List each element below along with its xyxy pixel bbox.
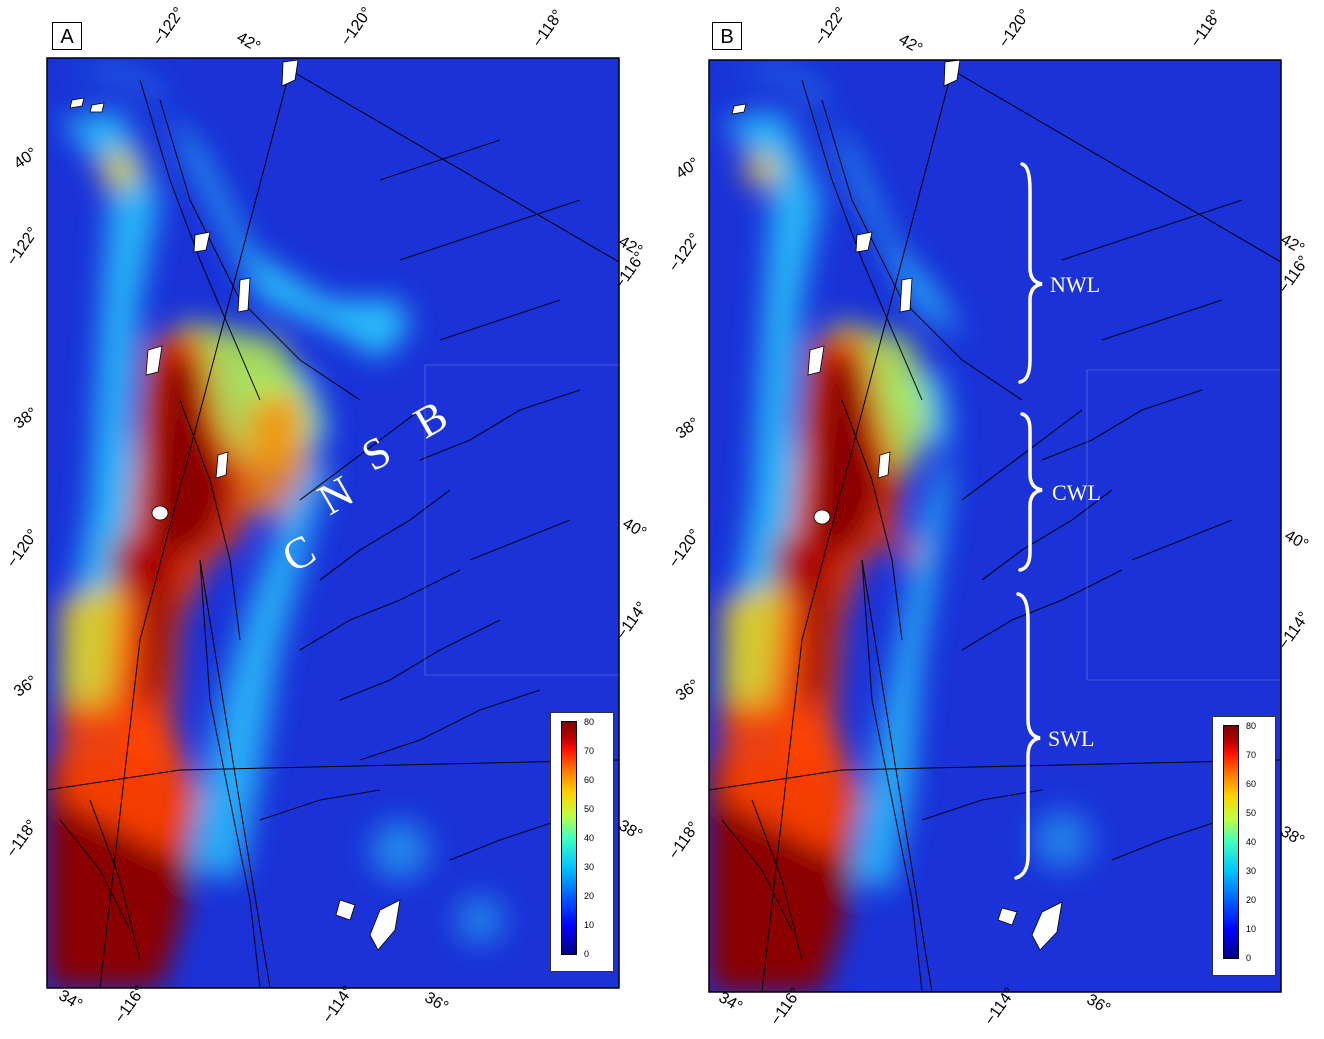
panel-b: B — [662, 0, 1324, 1039]
legend-label-0: 0 — [1246, 953, 1252, 963]
legend-label-60: 60 — [1246, 779, 1257, 789]
region-label-swl: SWL — [1048, 726, 1095, 751]
legend-label-30: 30 — [584, 862, 595, 872]
legend-label-40: 40 — [1246, 837, 1257, 847]
legend-label-50: 50 — [584, 804, 595, 814]
heatmap-map — [708, 59, 1282, 993]
legend-label-40: 40 — [584, 833, 595, 843]
region-braces — [1014, 162, 1043, 880]
panel-a: A — [3, 4, 651, 1026]
heatmap-map — [46, 57, 620, 989]
legend-label-80: 80 — [584, 717, 595, 727]
legend-label-0: 0 — [584, 949, 590, 959]
colorbar-legend: 80 70 60 50 40 30 20 10 0 — [1212, 716, 1276, 976]
legend-label-70: 70 — [1246, 750, 1257, 760]
legend-label-10: 10 — [1246, 924, 1257, 934]
legend-label-70: 70 — [584, 746, 595, 756]
legend-label-30: 30 — [1246, 866, 1257, 876]
panel-label: A — [52, 22, 82, 50]
colorbar — [561, 721, 577, 955]
legend-label-10: 10 — [584, 920, 595, 930]
colorbar-legend: 80 70 60 50 40 30 20 10 0 — [550, 712, 614, 972]
region-label-nwl: NWL — [1050, 272, 1101, 297]
panel-label: B — [712, 22, 742, 50]
legend-label-50: 50 — [1246, 808, 1257, 818]
region-label-cwl: CWL — [1052, 480, 1101, 505]
legend-label-20: 20 — [1246, 895, 1257, 905]
legend-label-60: 60 — [584, 775, 595, 785]
colorbar — [1223, 725, 1239, 959]
legend-label-80: 80 — [1246, 721, 1257, 731]
legend-label-20: 20 — [584, 891, 595, 901]
